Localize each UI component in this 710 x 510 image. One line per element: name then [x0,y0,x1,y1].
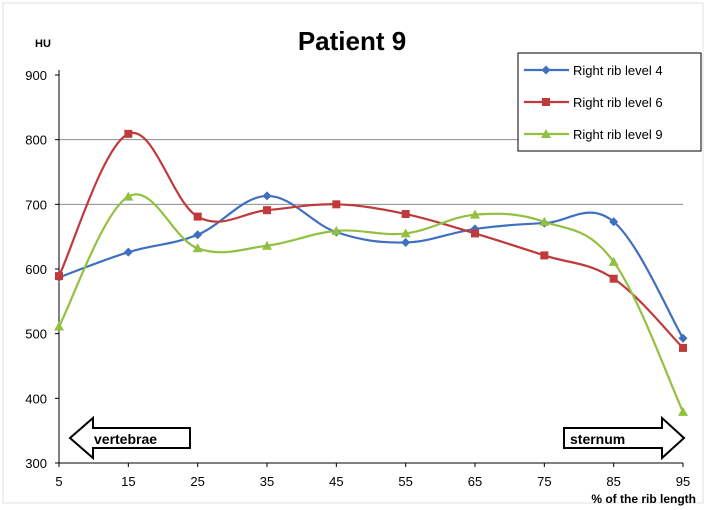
vertebrae-label: vertebrae [94,431,157,447]
data-point [400,228,411,238]
data-point [123,247,133,257]
legend: Right rib level 4 Right rib level 6 Right … [517,52,702,152]
y-tick-label: 800 [25,133,47,148]
data-point [54,321,64,331]
series-line-level-4 [58,194,684,339]
data-point [401,210,410,219]
x-tick-label: 75 [537,474,551,489]
legend-marker [541,65,551,75]
data-point [609,274,618,283]
data-point [262,191,272,201]
x-tick-label: 65 [468,474,482,489]
legend-label: Right rib level 9 [573,127,663,142]
data-point [609,217,619,227]
legend-label: Right rib level 4 [573,63,663,78]
series-markers [54,129,688,416]
data-point [678,333,688,343]
x-tick-label: 95 [676,474,690,489]
series-line-level-6 [58,131,684,349]
data-point [539,216,550,226]
y-tick-label: 900 [25,68,47,83]
x-tick-label: 5 [55,474,62,489]
x-tick-label: 55 [398,474,412,489]
data-point [123,191,134,201]
data-point [471,229,479,238]
series-lines [58,131,684,413]
data-point [192,243,203,253]
x-tick-labels: 5 15 25 35 45 55 65 75 85 95 [55,463,690,489]
x-tick-label: 15 [121,474,135,489]
data-point [263,206,271,215]
series-line-level-9 [58,193,684,413]
legend-marker [541,129,551,138]
data-point [679,343,687,352]
right-arrow-icon [563,415,686,461]
y-tick-label: 700 [25,197,47,212]
legend-label: Right rib level 6 [573,95,663,110]
x-axis-label: % of the rib length [591,492,696,506]
y-tick-label: 600 [25,262,47,277]
legend-marker [542,98,550,106]
y-tick-labels: 300 400 500 600 700 800 900 [25,68,59,471]
data-point [331,225,342,235]
data-point [401,237,411,247]
data-point [124,129,133,138]
data-point [193,230,203,240]
y-tick-label: 500 [25,327,47,342]
axes [58,70,683,464]
x-tick-label: 45 [329,474,343,489]
sternum-annotation: sternum [563,415,686,461]
chart-title: Patient 9 [298,26,406,56]
data-point [540,251,549,260]
y-tick-label: 300 [25,456,47,471]
data-point [55,272,63,281]
x-tick-label: 25 [190,474,204,489]
y-tick-label: 400 [25,391,47,406]
data-point [262,240,272,250]
x-tick-label: 85 [606,474,620,489]
data-point [332,200,341,209]
left-arrow-icon [68,415,191,461]
data-point [678,406,688,416]
sternum-label: sternum [570,431,625,447]
y-axis-label: HU [35,38,51,50]
data-point [193,212,202,221]
vertebrae-annotation: vertebrae [68,415,191,461]
data-point [608,256,619,266]
x-tick-label: 35 [260,474,274,489]
data-point [470,209,480,219]
